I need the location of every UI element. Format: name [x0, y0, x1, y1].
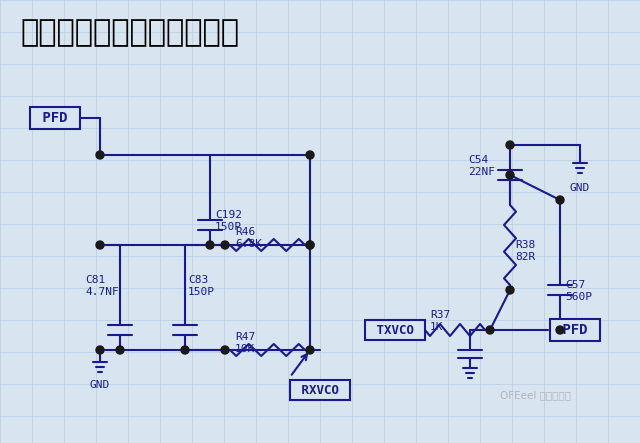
Text: 环路低通滤波器的应用举例: 环路低通滤波器的应用举例 [20, 18, 239, 47]
Text: C54
22NF: C54 22NF [468, 155, 495, 177]
Circle shape [506, 141, 514, 149]
Circle shape [221, 346, 229, 354]
Text: R37
1K: R37 1K [430, 310, 451, 332]
Text: C81
4.7NF: C81 4.7NF [85, 275, 119, 297]
Text: GND: GND [570, 183, 590, 193]
Circle shape [556, 196, 564, 204]
Text: C57
560P: C57 560P [565, 280, 592, 302]
Text: OFEeel 电子工程网: OFEeel 电子工程网 [500, 390, 571, 400]
Text: TXVCO: TXVCO [369, 323, 421, 337]
Circle shape [181, 346, 189, 354]
Text: R38
82R: R38 82R [515, 240, 535, 262]
Circle shape [96, 151, 104, 159]
Circle shape [306, 241, 314, 249]
Circle shape [221, 241, 229, 249]
Circle shape [506, 171, 514, 179]
Circle shape [116, 346, 124, 354]
Circle shape [556, 326, 564, 334]
Circle shape [506, 286, 514, 294]
Text: RXVCO: RXVCO [294, 384, 346, 396]
Text: PFD: PFD [554, 323, 596, 337]
Text: PFD: PFD [34, 111, 76, 125]
Circle shape [486, 326, 494, 334]
Circle shape [306, 346, 314, 354]
Circle shape [96, 346, 104, 354]
Circle shape [306, 241, 314, 249]
Text: C83
150P: C83 150P [188, 275, 215, 297]
Circle shape [306, 151, 314, 159]
Text: GND: GND [90, 380, 110, 390]
Text: C192
150P: C192 150P [215, 210, 242, 232]
Text: R47
10K: R47 10K [235, 332, 255, 354]
Circle shape [206, 241, 214, 249]
Text: R46
6.8K: R46 6.8K [235, 227, 262, 249]
Circle shape [96, 241, 104, 249]
